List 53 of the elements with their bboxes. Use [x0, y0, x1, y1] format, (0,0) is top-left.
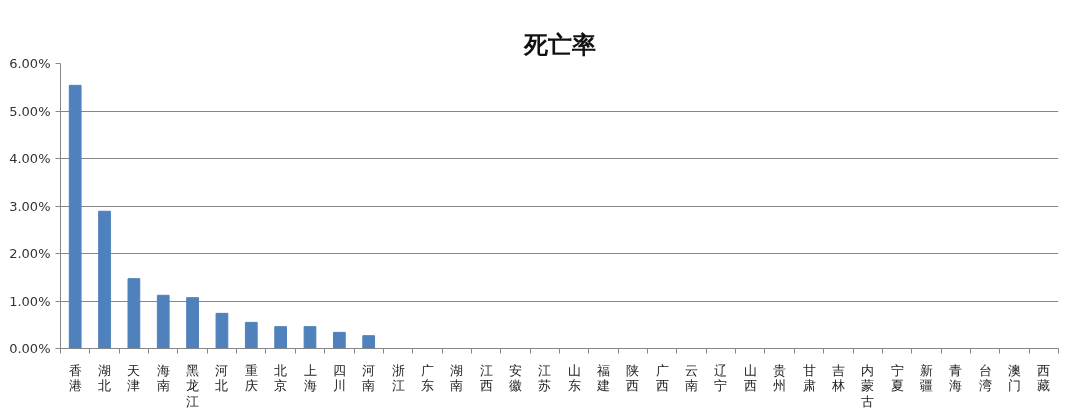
x-tick-label: 广东 [420, 362, 434, 394]
x-tick-label: 浙江 [391, 362, 405, 394]
x-tick-label: 台湾 [978, 362, 992, 394]
bar [274, 326, 288, 349]
bar [98, 210, 111, 349]
x-tick-label: 河南 [362, 362, 376, 394]
bar [68, 84, 82, 349]
y-tick-label: 6.00% [9, 56, 51, 71]
x-tick-label: 新疆 [919, 362, 933, 394]
x-tick-label: 陕西 [626, 362, 640, 394]
y-tick-label: 5.00% [9, 103, 51, 119]
x-tick-label: 海南 [156, 362, 170, 394]
x-tick-label: 安徽 [508, 362, 522, 394]
bar [362, 335, 376, 349]
x-tick-label: 河北 [215, 362, 229, 394]
x-tick-label: 江苏 [538, 362, 552, 394]
x-tick-label: 福建 [596, 362, 611, 394]
bar [303, 326, 317, 349]
x-tick-label: 辽宁 [714, 362, 728, 394]
x-tick-label: 西藏 [1037, 362, 1051, 394]
bar [215, 312, 229, 349]
x-tick-label: 云南 [685, 362, 699, 394]
chart-title: 死亡率 [522, 29, 596, 59]
y-tick-label: 4.00% [9, 151, 51, 166]
x-tick-label: 湖南 [450, 362, 464, 394]
x-tick-label: 北京 [274, 362, 288, 394]
y-tick-label: 0.00% [9, 341, 51, 356]
x-tick-label: 山东 [567, 362, 581, 394]
x-tick-label: 贵州 [773, 362, 787, 394]
x-tick-label: 江西 [479, 362, 493, 394]
x-tick-label: 重庆 [244, 362, 258, 394]
x-tick-label: 上海 [303, 362, 317, 394]
bar [186, 297, 199, 349]
x-tick-label: 吉林 [830, 362, 845, 394]
bar [244, 321, 258, 349]
x-tick-label: 内蒙古 [861, 362, 875, 409]
x-tick-label: 澳门 [1007, 362, 1021, 394]
x-tick-label: 四川 [332, 362, 346, 394]
x-tick-label: 广西 [655, 362, 669, 394]
x-tick-label: 香港 [68, 362, 82, 394]
x-tick-label: 宁夏 [890, 362, 904, 394]
bar [332, 331, 346, 349]
x-tick-label: 湖北 [98, 362, 112, 394]
x-tick-label: 天津 [127, 362, 141, 394]
y-tick-label: 3.00% [9, 198, 51, 214]
bar [156, 294, 170, 349]
y-tick-label: 1.00% [9, 293, 51, 309]
x-tick-label: 黑龙江 [186, 362, 200, 409]
y-tick-label: 2.00% [9, 246, 51, 261]
x-tick-label: 青海 [949, 362, 963, 394]
x-tick-label: 山西 [743, 362, 757, 394]
bar [127, 278, 141, 349]
x-tick-label: 甘肃 [802, 362, 816, 394]
